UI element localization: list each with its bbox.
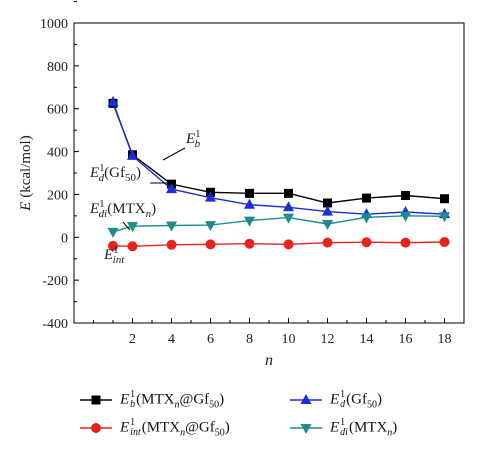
x-tick-label: 12 bbox=[321, 332, 335, 347]
legend-label: E 1 d (Gf50) bbox=[330, 389, 382, 411]
legend-swatch bbox=[80, 423, 112, 434]
data-point bbox=[166, 221, 177, 232]
data-point bbox=[400, 211, 411, 222]
data-point bbox=[284, 188, 293, 198]
legend-swatch bbox=[290, 394, 322, 405]
data-point bbox=[300, 424, 312, 435]
legend-item: E 1 int (MTXn@Gf50) bbox=[78, 418, 230, 438]
x-tick-label: 6 bbox=[207, 332, 214, 347]
data-point bbox=[401, 191, 410, 200]
legend-swatch bbox=[290, 424, 322, 435]
y-tick-label: -200 bbox=[42, 274, 68, 289]
series-line bbox=[112, 215, 445, 233]
data-point bbox=[166, 183, 177, 194]
series-line bbox=[112, 241, 445, 247]
data-point bbox=[283, 201, 294, 212]
data-point bbox=[362, 193, 371, 203]
x-tick-label: 18 bbox=[438, 332, 452, 347]
data-point bbox=[166, 239, 177, 250]
data-point bbox=[205, 239, 216, 250]
data-point bbox=[283, 213, 294, 224]
data-point bbox=[400, 237, 411, 248]
x-tick-label: 2 bbox=[129, 332, 136, 347]
legend-swatch bbox=[80, 395, 112, 405]
x-tick-label: 16 bbox=[399, 332, 413, 347]
legend-label: E 1 b (MTXn@Gf50) bbox=[120, 389, 225, 411]
data-point bbox=[107, 227, 119, 238]
data-point bbox=[300, 394, 312, 405]
x-axis-label: n bbox=[265, 352, 273, 369]
y-tick-label: 800 bbox=[47, 60, 68, 75]
annotation-eb: E1 b bbox=[185, 128, 201, 150]
plot-series bbox=[107, 95, 450, 252]
data-point bbox=[439, 212, 450, 223]
series-line bbox=[112, 103, 445, 204]
data-point bbox=[107, 95, 119, 106]
data-point bbox=[322, 237, 333, 248]
data-point bbox=[91, 423, 101, 434]
annotation-edi: E1 di(MTXn) bbox=[89, 198, 156, 220]
legend-item: E 1 d (Gf50) bbox=[288, 390, 382, 410]
series-0 bbox=[108, 98, 449, 208]
x-tick-label: 10 bbox=[282, 332, 296, 347]
data-point bbox=[361, 213, 372, 224]
legend: E 1 b (MTXn@Gf50) E 1 d (Gf50) E 1 int (MTXn@Gf50) E… bbox=[0, 380, 500, 450]
data-point bbox=[127, 241, 138, 252]
data-point bbox=[245, 188, 254, 198]
data-point bbox=[127, 222, 138, 233]
x-tick-label: 8 bbox=[246, 332, 253, 347]
series-3 bbox=[107, 211, 450, 238]
y-tick-label: 0 bbox=[61, 231, 68, 246]
plot-annotations: E1 b E1 d(Gf50) E1 di(MTXn) E1 int bbox=[89, 128, 201, 266]
y-tick-label: 400 bbox=[47, 146, 68, 161]
data-point bbox=[244, 198, 255, 209]
annotation-arrow bbox=[162, 147, 186, 161]
data-point bbox=[361, 237, 372, 248]
data-point bbox=[439, 237, 450, 247]
annotation-eint: E1 int bbox=[103, 244, 125, 266]
data-point bbox=[108, 240, 118, 251]
series-1 bbox=[108, 237, 450, 252]
data-point bbox=[322, 205, 333, 216]
y-tick-label: -400 bbox=[42, 317, 68, 332]
legend-item: E 1 di (MTXn) bbox=[288, 418, 397, 438]
annotation-ed: E1 d(Gf50) bbox=[89, 162, 141, 184]
annotation-arrow bbox=[122, 221, 131, 231]
data-point bbox=[440, 194, 449, 204]
data-point bbox=[205, 221, 216, 232]
x-tick-label: 14 bbox=[360, 332, 374, 347]
data-point bbox=[91, 395, 101, 405]
legend-item: E 1 b (MTXn@Gf50) bbox=[78, 390, 224, 410]
data-point bbox=[323, 198, 332, 208]
y-tick-label: 200 bbox=[47, 188, 68, 203]
y-tick-label: 1000 bbox=[40, 17, 68, 32]
legend-label: E 1 di (MTXn) bbox=[330, 417, 398, 439]
data-point bbox=[127, 149, 138, 160]
legend-label: E 1 int (MTXn@Gf50) bbox=[120, 417, 230, 439]
x-tick-label: 4 bbox=[168, 332, 175, 347]
data-point bbox=[283, 239, 294, 250]
data-point bbox=[244, 216, 255, 227]
plot-axes: -400 -200 0 200 400 600 800 1000 2 4 6 8 10 12 14 16 18 n… bbox=[18, 1, 465, 369]
data-point bbox=[205, 191, 216, 202]
y-tick-label: 600 bbox=[47, 103, 68, 118]
series-2 bbox=[107, 95, 450, 219]
series-line bbox=[112, 101, 445, 215]
y-axis-label: E (kcal/mol) bbox=[18, 135, 34, 211]
data-point bbox=[322, 220, 333, 230]
data-point bbox=[244, 238, 255, 249]
